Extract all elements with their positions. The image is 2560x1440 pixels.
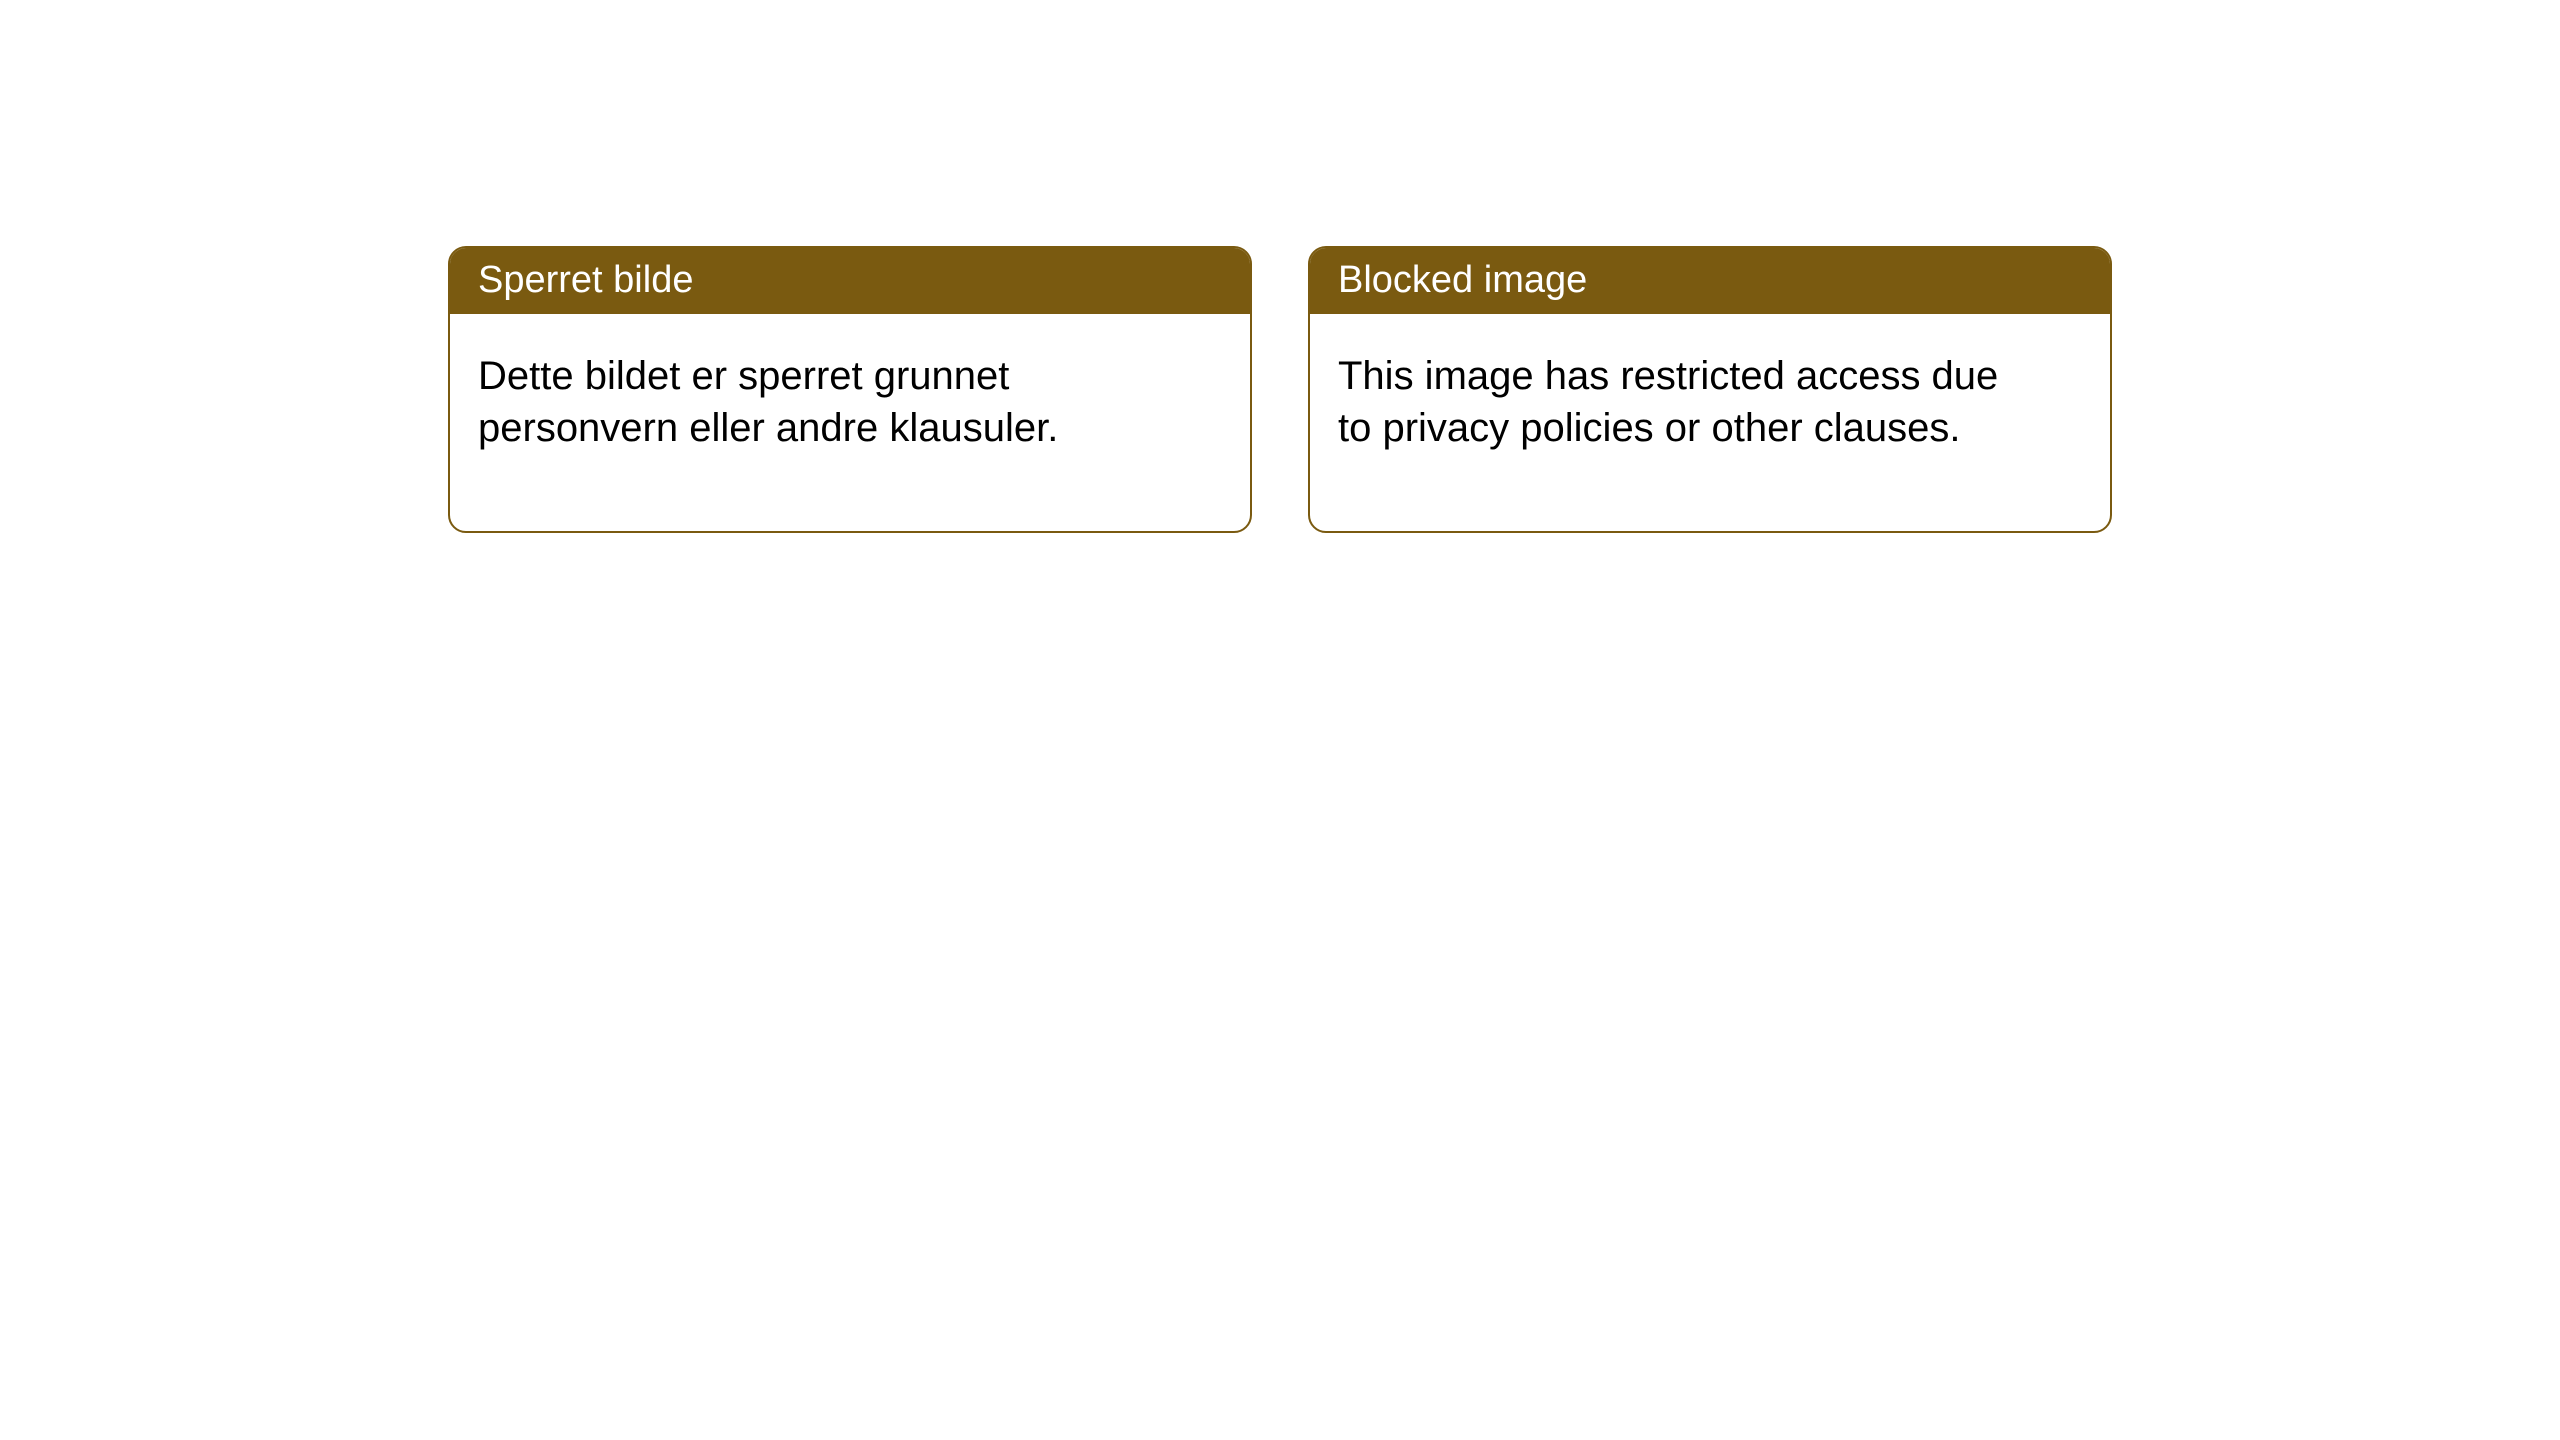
notice-container: Sperret bilde Dette bildet er sperret gr… [0,0,2560,533]
notice-card-english: Blocked image This image has restricted … [1308,246,2112,533]
notice-body: Dette bildet er sperret grunnet personve… [450,314,1186,532]
notice-card-norwegian: Sperret bilde Dette bildet er sperret gr… [448,246,1252,533]
notice-body: This image has restricted access due to … [1310,314,2046,532]
notice-header: Blocked image [1310,248,2110,314]
notice-header: Sperret bilde [450,248,1250,314]
